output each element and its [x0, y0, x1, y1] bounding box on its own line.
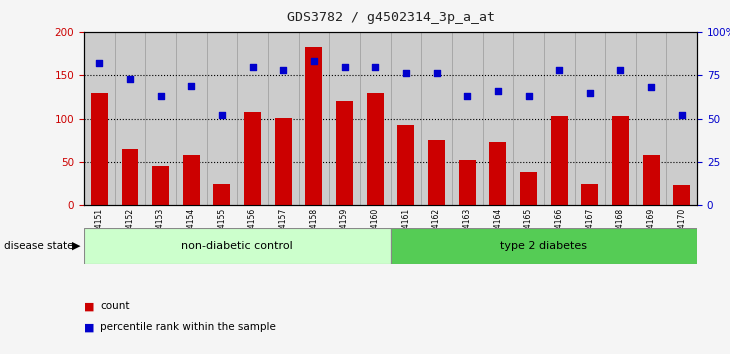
Bar	[366, 93, 384, 205]
Text: GDS3782 / g4502314_3p_a_at: GDS3782 / g4502314_3p_a_at	[287, 11, 494, 24]
Bar	[520, 172, 537, 205]
Point	[461, 93, 473, 99]
Text: ▶: ▶	[72, 241, 80, 251]
Bar	[391, 32, 421, 205]
Point	[247, 64, 258, 69]
Bar	[305, 47, 323, 205]
Point	[400, 71, 412, 76]
Text: non-diabetic control: non-diabetic control	[181, 241, 293, 251]
Bar	[636, 32, 666, 205]
Bar	[152, 166, 169, 205]
Point	[615, 67, 626, 73]
Point	[369, 64, 381, 69]
Bar	[329, 32, 360, 205]
Point	[308, 58, 320, 64]
Text: percentile rank within the sample: percentile rank within the sample	[100, 322, 276, 332]
Bar	[91, 93, 108, 205]
Bar	[207, 32, 237, 205]
Bar	[452, 32, 483, 205]
Bar	[121, 149, 139, 205]
Point	[339, 64, 350, 69]
Point	[93, 60, 105, 66]
Bar	[299, 32, 329, 205]
Bar	[489, 142, 507, 205]
Bar	[458, 160, 476, 205]
Bar	[244, 112, 261, 205]
Bar	[575, 32, 605, 205]
Bar	[666, 32, 697, 205]
Bar	[237, 32, 268, 205]
Point	[523, 93, 534, 99]
Bar	[274, 118, 292, 205]
Bar	[513, 32, 544, 205]
Bar	[84, 32, 115, 205]
Bar	[673, 185, 691, 205]
Text: count: count	[100, 301, 129, 311]
Bar	[483, 32, 513, 205]
Bar	[213, 184, 231, 205]
Bar	[642, 155, 660, 205]
Text: type 2 diabetes: type 2 diabetes	[500, 241, 588, 251]
Point	[124, 76, 136, 81]
Bar	[421, 32, 452, 205]
Point	[645, 85, 657, 90]
Bar	[550, 116, 568, 205]
Bar	[612, 116, 629, 205]
Bar	[391, 228, 697, 264]
Bar	[605, 32, 636, 205]
Point	[584, 90, 596, 96]
Bar	[397, 125, 415, 205]
Bar	[360, 32, 391, 205]
Bar	[544, 32, 575, 205]
Point	[216, 112, 228, 118]
Point	[277, 67, 289, 73]
Bar	[268, 32, 299, 205]
Bar	[182, 155, 200, 205]
Point	[553, 67, 565, 73]
Bar	[428, 140, 445, 205]
Bar	[145, 32, 176, 205]
Bar	[581, 184, 599, 205]
Bar	[336, 101, 353, 205]
Bar	[115, 32, 145, 205]
Point	[431, 71, 442, 76]
Point	[155, 93, 166, 99]
Text: ■: ■	[84, 322, 94, 332]
Point	[492, 88, 504, 94]
Bar	[176, 32, 207, 205]
Point	[185, 83, 197, 88]
Bar	[84, 228, 391, 264]
Text: disease state: disease state	[4, 241, 73, 251]
Text: ■: ■	[84, 301, 94, 311]
Point	[676, 112, 688, 118]
